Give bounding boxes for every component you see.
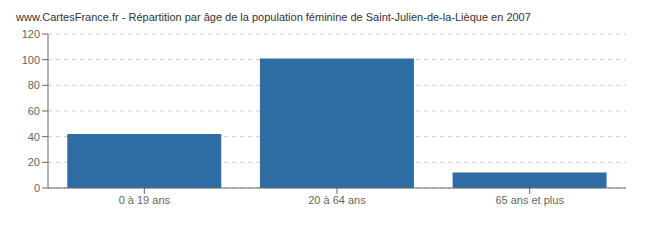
svg-text:20 à 64 ans: 20 à 64 ans xyxy=(308,194,366,206)
svg-text:0: 0 xyxy=(34,182,40,194)
svg-text:60: 60 xyxy=(28,105,40,117)
html-text:www.CartesFrance.fr - Répartit: www.CartesFrance.fr - Répartition par âg… xyxy=(16,11,531,23)
svg-text:80: 80 xyxy=(28,79,40,91)
svg-text:120: 120 xyxy=(22,28,40,40)
svg-text:40: 40 xyxy=(28,131,40,143)
svg-text:20: 20 xyxy=(28,156,40,168)
svg-text:0 à 19 ans: 0 à 19 ans xyxy=(119,194,171,206)
svg-text:65 ans et plus: 65 ans et plus xyxy=(495,194,564,206)
svg-text:100: 100 xyxy=(22,54,40,66)
